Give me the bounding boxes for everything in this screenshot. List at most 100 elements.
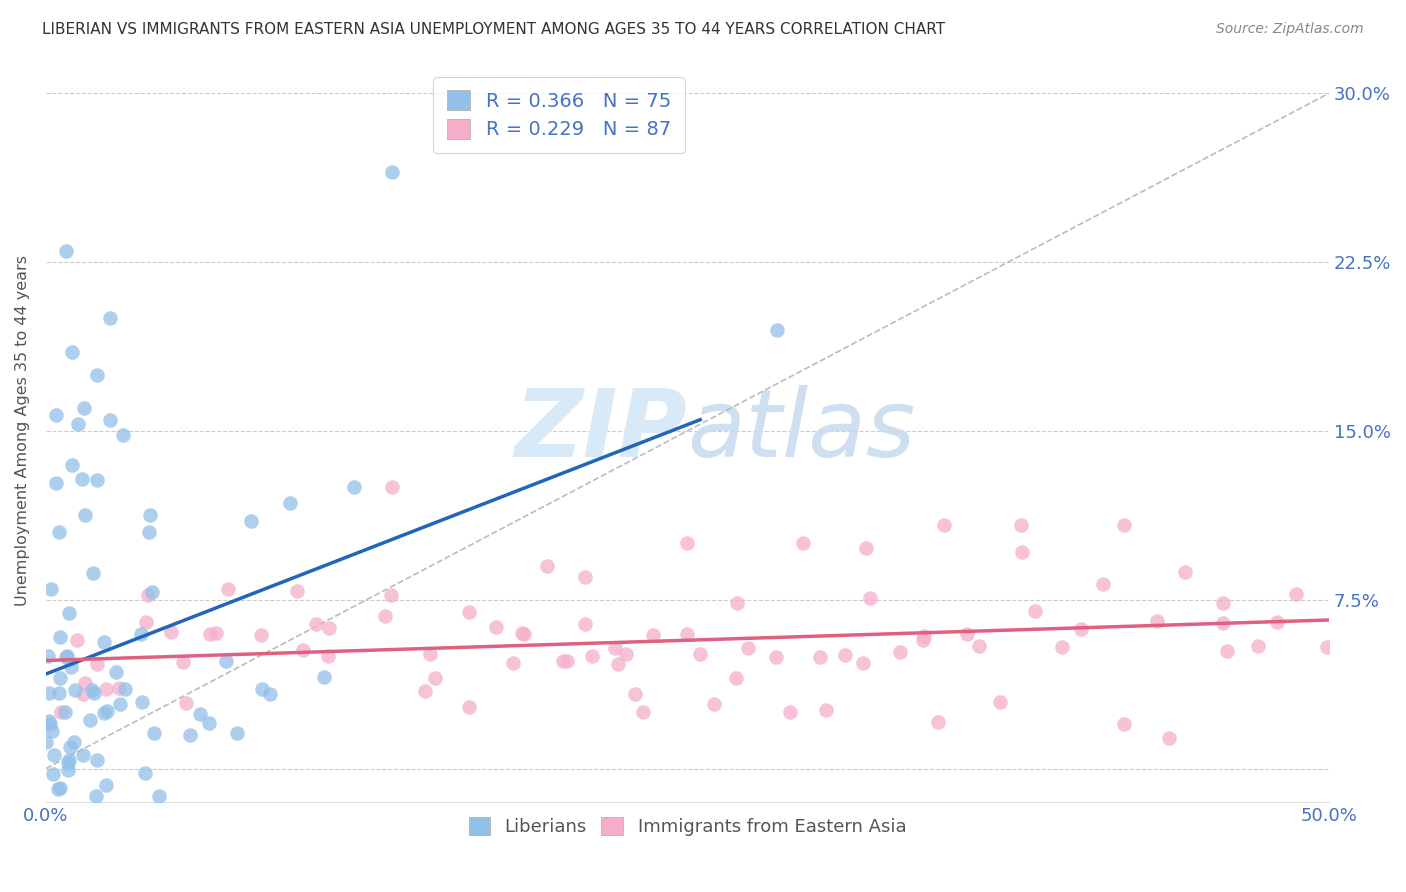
- Point: [305, 617, 328, 632]
- Point: [82, 683, 104, 698]
- Point: [86, 752, 108, 766]
- Point: [956, 627, 979, 641]
- Point: [725, 596, 748, 610]
- Point: [39, 717, 62, 731]
- Point: [134, 765, 156, 780]
- Point: [56, 763, 79, 777]
- Text: ZIP: ZIP: [515, 385, 688, 477]
- Point: [66, 417, 89, 431]
- Point: [859, 591, 882, 606]
- Point: [49, 671, 72, 685]
- Point: [912, 629, 935, 643]
- Point: [66, 632, 89, 647]
- Point: [605, 641, 627, 656]
- Point: [37, 648, 59, 663]
- Point: [225, 725, 247, 739]
- Point: [82, 566, 104, 581]
- Point: [58, 753, 80, 767]
- Point: [381, 165, 404, 179]
- Point: [703, 697, 725, 711]
- Point: [1010, 518, 1032, 533]
- Point: [574, 570, 596, 584]
- Point: [1024, 604, 1046, 618]
- Point: [1091, 577, 1114, 591]
- Point: [49, 630, 72, 644]
- Point: [765, 650, 787, 665]
- Point: [138, 525, 160, 540]
- Point: [135, 615, 157, 629]
- Point: [53, 705, 76, 719]
- Point: [86, 657, 108, 672]
- Point: [1174, 566, 1197, 580]
- Point: [205, 625, 228, 640]
- Point: [48, 524, 70, 539]
- Point: [136, 588, 159, 602]
- Point: [51, 705, 73, 719]
- Point: [250, 681, 273, 696]
- Point: [83, 686, 105, 700]
- Point: [555, 654, 578, 668]
- Point: [143, 726, 166, 740]
- Point: [676, 536, 699, 550]
- Point: [215, 655, 238, 669]
- Point: [343, 480, 366, 494]
- Point: [374, 608, 396, 623]
- Point: [176, 696, 198, 710]
- Point: [607, 657, 630, 671]
- Point: [792, 536, 814, 550]
- Point: [96, 704, 118, 718]
- Point: [851, 656, 873, 670]
- Point: [1267, 615, 1289, 630]
- Point: [988, 695, 1011, 709]
- Point: [49, 781, 72, 796]
- Point: [513, 627, 536, 641]
- Point: [160, 625, 183, 640]
- Point: [380, 588, 402, 602]
- Point: [779, 705, 801, 719]
- Text: LIBERIAN VS IMMIGRANTS FROM EASTERN ASIA UNEMPLOYMENT AMONG AGES 35 TO 44 YEARS : LIBERIAN VS IMMIGRANTS FROM EASTERN ASIA…: [42, 22, 945, 37]
- Point: [1159, 731, 1181, 745]
- Point: [766, 323, 789, 337]
- Point: [291, 643, 314, 657]
- Point: [259, 687, 281, 701]
- Point: [1146, 614, 1168, 628]
- Point: [131, 695, 153, 709]
- Point: [188, 706, 211, 721]
- Point: [1212, 595, 1234, 609]
- Point: [75, 675, 97, 690]
- Point: [148, 789, 170, 803]
- Point: [1050, 640, 1073, 654]
- Point: [79, 713, 101, 727]
- Text: atlas: atlas: [688, 385, 915, 476]
- Point: [94, 778, 117, 792]
- Point: [198, 715, 221, 730]
- Point: [41, 723, 63, 738]
- Point: [814, 703, 837, 717]
- Point: [553, 654, 575, 668]
- Point: [98, 412, 121, 426]
- Point: [413, 683, 436, 698]
- Point: [114, 681, 136, 696]
- Point: [724, 671, 747, 685]
- Point: [1247, 639, 1270, 653]
- Point: [967, 640, 990, 654]
- Point: [240, 514, 263, 528]
- Point: [56, 756, 79, 771]
- Point: [834, 648, 856, 662]
- Point: [675, 627, 697, 641]
- Point: [316, 648, 339, 663]
- Point: [458, 605, 481, 619]
- Point: [108, 697, 131, 711]
- Point: [48, 686, 70, 700]
- Point: [614, 648, 637, 662]
- Point: [111, 428, 134, 442]
- Point: [39, 582, 62, 596]
- Point: [139, 508, 162, 523]
- Point: [1316, 640, 1339, 655]
- Point: [41, 767, 63, 781]
- Point: [631, 706, 654, 720]
- Point: [70, 472, 93, 486]
- Point: [1285, 587, 1308, 601]
- Point: [45, 476, 67, 491]
- Point: [108, 681, 131, 695]
